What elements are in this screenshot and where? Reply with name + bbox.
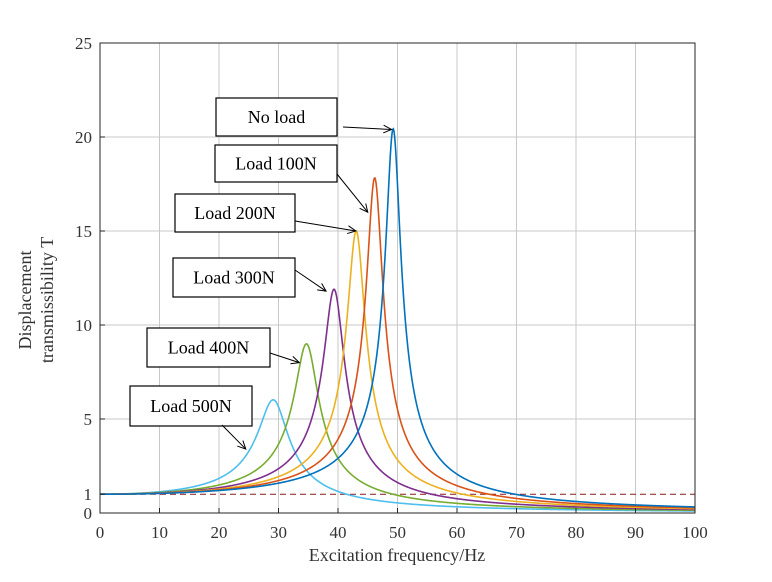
- y-tick-label-2: 5: [84, 410, 93, 429]
- callout-arrow-no-load: [342, 126, 392, 130]
- callout-arrow-load-200n: [294, 220, 356, 232]
- callout-label-load-500n: Load 500N: [150, 396, 231, 416]
- y-axis-label-line-2: transmissibility T: [37, 237, 57, 363]
- callout-arrow-load-500n: [221, 424, 247, 450]
- x-axis-label: Excitation frequency/Hz: [309, 545, 485, 565]
- callout-label-load-100n: Load 100N: [235, 154, 316, 174]
- callout-label-load-400n: Load 400N: [168, 338, 249, 358]
- callout-box-load-500n: [129, 385, 253, 427]
- x-tick-label-1: 10: [151, 523, 168, 542]
- x-tick-label-3: 30: [270, 523, 287, 542]
- callout-arrowhead-load-400n: [290, 355, 301, 365]
- x-tick-label-4: 40: [330, 523, 347, 542]
- callout-box-load-100n: [214, 144, 338, 183]
- callout-arrow-load-400n: [269, 352, 300, 364]
- series-callouts: No load Load 100N Load 200N Load 300N Load 4…: [129, 97, 393, 450]
- callout-box-load-300n: [172, 257, 296, 298]
- callout-arrow-load-100n: [336, 173, 369, 213]
- x-tick-label-5: 50: [389, 523, 406, 542]
- x-tick-labels: 0 10 20 30 40 50 60 70 80 90 100: [96, 508, 708, 542]
- series-line-load-500n: [100, 398, 695, 512]
- callout-label-load-200n: Load 200N: [194, 203, 275, 223]
- series-line-no-load: [100, 127, 696, 508]
- y-axis-label: Displacement transmissibility T: [15, 237, 57, 363]
- y-tick-label-3: 10: [75, 316, 92, 335]
- series-curves: [100, 127, 696, 512]
- callout-label-no-load: No load: [248, 107, 306, 127]
- series-line-load-400n: [100, 342, 695, 512]
- callout-box-no-load: [215, 97, 338, 137]
- callout-arrowhead-load-500n: [237, 440, 247, 450]
- y-tick-label-6: 25: [75, 34, 92, 53]
- callout-box-load-200n: [174, 193, 296, 233]
- callout-arrowhead-load-300n: [317, 283, 328, 292]
- callout-arrowhead-load-200n: [347, 225, 357, 235]
- x-tick-label-10: 100: [682, 523, 708, 542]
- x-tick-label-9: 90: [627, 523, 644, 542]
- x-tick-label-2: 20: [211, 523, 228, 542]
- x-tick-label-7: 70: [508, 523, 525, 542]
- callout-arrowhead-no-load: [383, 124, 393, 134]
- y-axis-label-line-1: Displacement: [15, 251, 35, 350]
- y-tick-label-0: 0: [84, 504, 93, 523]
- x-tick-label-8: 80: [568, 523, 585, 542]
- y-tick-label-5: 20: [75, 128, 92, 147]
- callout-arrow-load-300n: [294, 269, 327, 292]
- y-tick-label-1: 1: [84, 485, 93, 504]
- callout-arrowhead-load-100n: [359, 203, 369, 214]
- callout-label-load-300n: Load 300N: [193, 268, 274, 288]
- x-tick-label-0: 0: [96, 523, 105, 542]
- y-tick-label-4: 15: [75, 222, 92, 241]
- callout-box-load-400n: [146, 327, 271, 368]
- x-tick-label-6: 60: [449, 523, 466, 542]
